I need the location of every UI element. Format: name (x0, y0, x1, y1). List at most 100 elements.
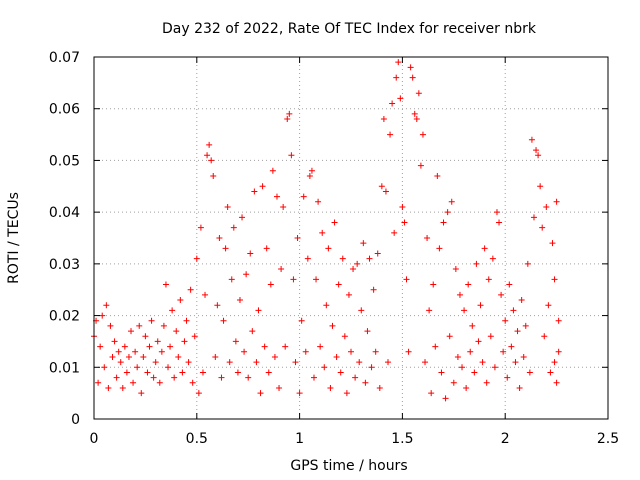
data-point (247, 250, 254, 257)
data-point (195, 390, 202, 397)
y-axis-label: ROTI / TECUs (6, 192, 22, 284)
data-point (128, 328, 135, 335)
data-point (500, 348, 507, 355)
data-point (251, 188, 258, 195)
data-point (350, 266, 357, 273)
y-tick-label: 0.05 (49, 153, 80, 169)
data-point (288, 152, 295, 159)
data-point (341, 333, 348, 340)
data-point (489, 255, 496, 262)
data-point (374, 250, 381, 257)
data-point (419, 131, 426, 138)
data-point (111, 338, 118, 345)
data-point (175, 353, 182, 360)
data-point (461, 307, 468, 314)
data-point (477, 302, 484, 309)
data-point (459, 364, 466, 371)
data-point (428, 390, 435, 397)
data-point (504, 374, 511, 381)
x-tick-label: 1.5 (391, 431, 413, 447)
data-point (226, 359, 233, 366)
data-point (430, 281, 437, 288)
data-point (234, 369, 241, 376)
data-point (294, 235, 301, 241)
data-point (543, 203, 550, 210)
data-point (407, 64, 414, 71)
data-point (378, 183, 385, 190)
data-point (387, 131, 394, 138)
data-point (308, 167, 315, 174)
data-point (162, 281, 169, 288)
data-point (475, 338, 482, 345)
data-point (290, 276, 297, 283)
data-point (372, 348, 379, 355)
x-tick-label: 2.5 (597, 431, 619, 447)
plot-frame (93, 56, 609, 420)
data-point (337, 369, 344, 376)
data-point (214, 302, 221, 309)
data-point (189, 379, 196, 386)
data-point (522, 322, 529, 329)
data-point (302, 348, 309, 355)
data-point (469, 322, 476, 329)
data-point (284, 116, 291, 123)
data-point (473, 260, 480, 267)
data-point (380, 116, 387, 123)
data-point (179, 369, 186, 376)
data-point (518, 297, 525, 304)
data-point (354, 260, 361, 267)
data-point (535, 152, 542, 159)
data-point (376, 384, 383, 391)
data-point (202, 291, 209, 298)
data-point (123, 369, 130, 376)
data-point (317, 343, 324, 350)
data-point (389, 100, 396, 107)
data-point (506, 281, 513, 288)
data-point (358, 307, 365, 314)
data-point (512, 359, 519, 366)
data-point (125, 353, 132, 360)
data-point (204, 152, 211, 159)
data-point (483, 379, 490, 386)
data-point (413, 116, 420, 123)
data-point (197, 224, 204, 231)
data-point (366, 255, 373, 262)
data-point (224, 203, 231, 210)
data-point (150, 374, 157, 381)
data-point (152, 359, 159, 366)
data-point (249, 328, 256, 335)
data-point (230, 224, 237, 231)
data-point (481, 245, 488, 252)
data-point (438, 369, 445, 376)
axis-ticks: 0 0.5 1 1.5 2 2.5 0 0.01 0.02 0.03 0.04 0.05 0.06 0.0… (49, 50, 619, 447)
data-points (91, 59, 562, 402)
data-point (245, 374, 252, 381)
data-point (456, 291, 463, 298)
data-point (171, 374, 178, 381)
x-tick-label: 0.5 (186, 431, 208, 447)
data-point (269, 167, 276, 174)
data-point (533, 147, 540, 154)
data-point (278, 266, 285, 273)
data-point (339, 255, 346, 262)
data-point (95, 379, 102, 386)
data-point (259, 183, 266, 190)
data-point (286, 110, 293, 117)
y-tick-label: 0.01 (49, 360, 80, 376)
data-point (191, 333, 198, 340)
data-point (537, 183, 544, 190)
data-point (306, 172, 313, 179)
data-point (185, 359, 192, 366)
data-point (193, 255, 200, 262)
data-point (348, 348, 354, 355)
data-point (296, 390, 303, 397)
data-point (528, 136, 535, 143)
data-point (411, 110, 418, 117)
data-point (236, 297, 243, 304)
data-point (491, 364, 498, 371)
data-point (280, 203, 287, 210)
data-point (444, 209, 451, 216)
data-point (555, 348, 562, 355)
data-point (463, 384, 470, 391)
data-point (356, 359, 363, 366)
